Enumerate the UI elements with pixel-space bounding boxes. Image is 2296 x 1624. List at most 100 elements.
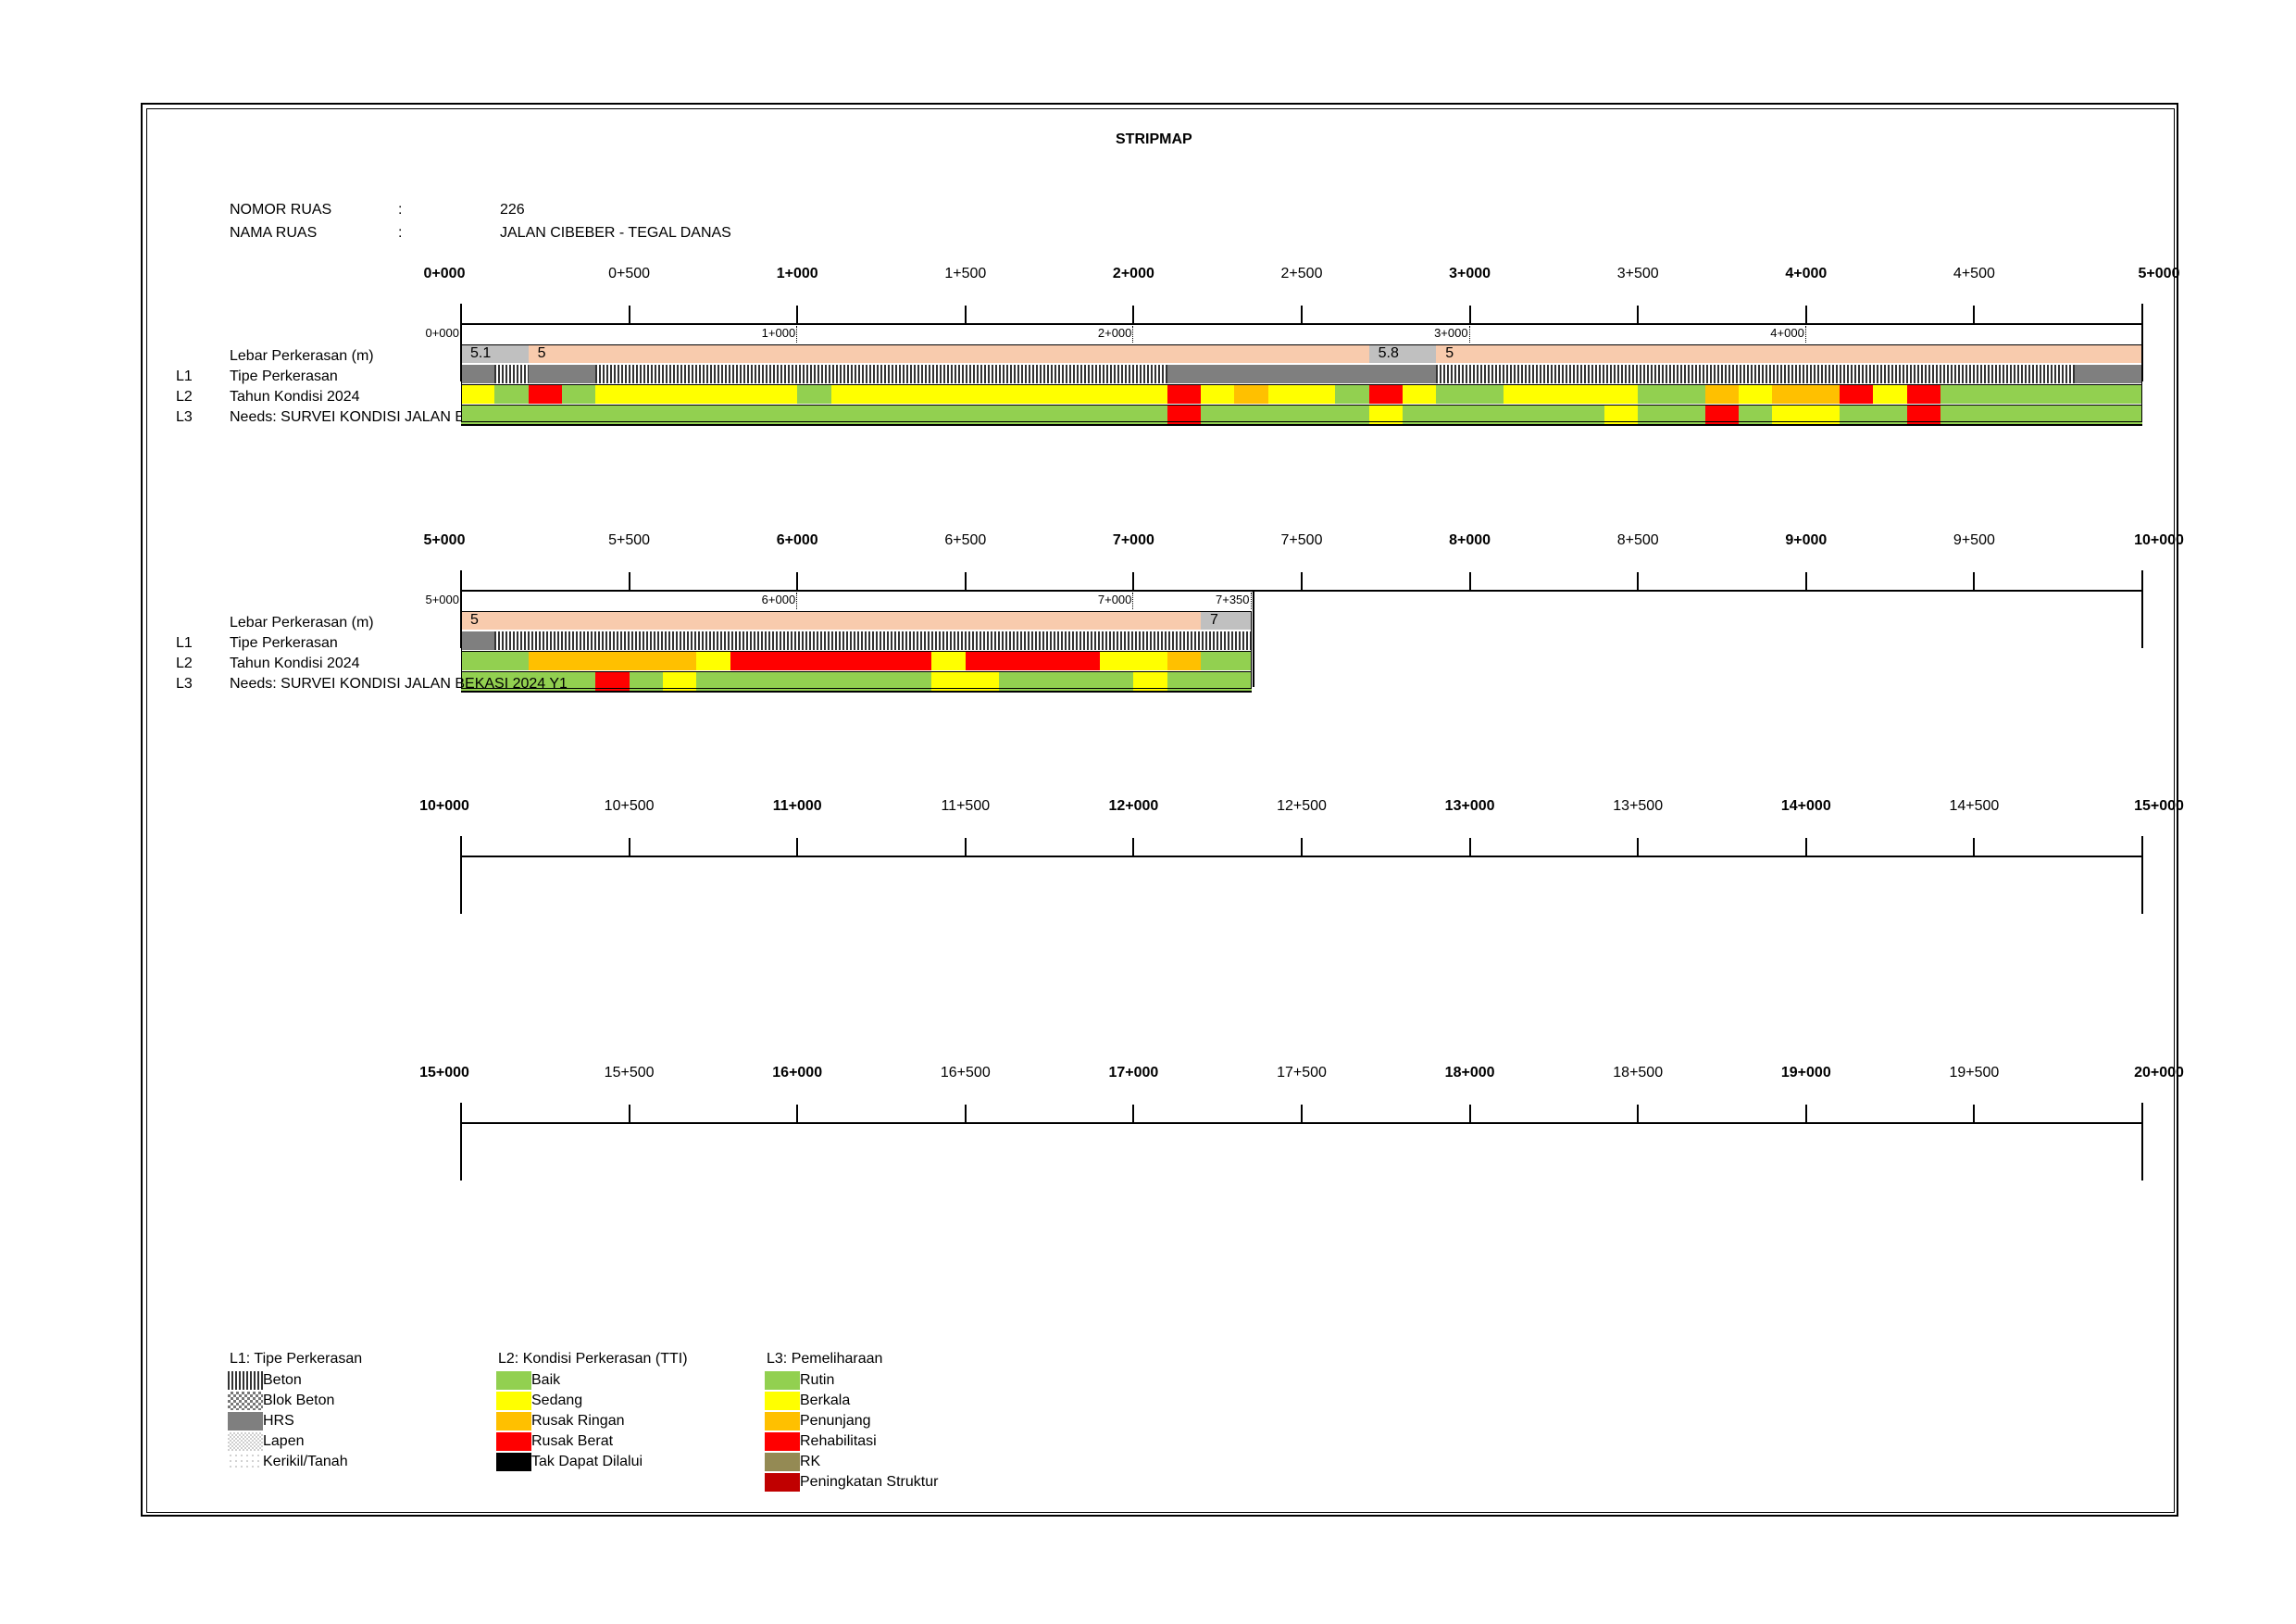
tick-label: 15+500 <box>604 1065 655 1081</box>
tick-mark <box>1468 1105 1471 1123</box>
tick-mark <box>964 1105 967 1123</box>
tick-label: 3+500 <box>1616 266 1659 281</box>
inner-km-label: 4+000 <box>1770 326 1804 340</box>
tick-label: 11+000 <box>772 798 822 814</box>
maintenance-segment <box>1638 406 1705 424</box>
legend-l3-label-rk: RK <box>800 1454 821 1469</box>
condition-segment <box>730 652 932 670</box>
tick-mark <box>1973 838 1976 856</box>
maintenance-segment <box>1940 406 2142 424</box>
maintenance-segment <box>1368 406 1403 424</box>
tick-mark <box>964 838 967 856</box>
tick-label: 7+000 <box>1112 532 1154 548</box>
tick-label: 17+500 <box>1277 1065 1327 1081</box>
axis-end-right <box>2141 836 2143 914</box>
inner-km-line <box>460 326 461 343</box>
condition-segment <box>461 652 529 670</box>
axis-line <box>461 590 2142 592</box>
inner-km-label: 6+000 <box>761 593 796 606</box>
tick-label: 15+000 <box>419 1065 469 1081</box>
band1-l1-code: L1 <box>176 369 193 384</box>
tick-label: 1+500 <box>944 266 987 281</box>
row-separator <box>461 651 1252 652</box>
tick-label: 5+500 <box>608 532 651 548</box>
legend-l3-label-penunjang: Penunjang <box>800 1413 871 1429</box>
maintenance-segment <box>1167 672 1252 691</box>
tick-label: 7+500 <box>1280 532 1323 548</box>
tick-mark <box>796 1105 799 1123</box>
tick-mark <box>1804 306 1807 324</box>
legend-l1-swatch-beton <box>228 1371 263 1390</box>
band1-l2-label: Tahun Kondisi 2024 <box>230 389 360 405</box>
tick-label: 10+500 <box>604 798 655 814</box>
axis-end-left <box>460 836 462 914</box>
condition-segment <box>1402 385 1437 404</box>
maintenance-segment <box>1704 406 1740 424</box>
condition-segment <box>528 652 697 670</box>
tick-label: 10+000 <box>2134 532 2184 548</box>
inner-km-label: 7+000 <box>1097 593 1132 606</box>
legend-l1-swatch-blok <box>228 1392 263 1410</box>
axis-end-right <box>2141 1103 2143 1181</box>
width-segment: 7 <box>1201 611 1252 630</box>
nama-ruas-label: NAMA RUAS <box>230 225 318 241</box>
tick-mark <box>796 572 799 591</box>
condition-segment <box>1840 385 1874 404</box>
axis-end-left <box>460 1103 462 1181</box>
axis-line <box>461 323 2142 325</box>
legend-l1-label-hrs: HRS <box>263 1413 294 1429</box>
maintenance-segment <box>629 672 663 691</box>
condition-segment <box>528 385 562 404</box>
tick-mark <box>628 572 630 591</box>
tick-mark <box>1468 838 1471 856</box>
legend-l3-label-berkala: Berkala <box>800 1393 851 1408</box>
width-segment: 5 <box>1436 344 2142 363</box>
legend-l3-swatch-rutin <box>765 1371 800 1390</box>
tick-label: 19+500 <box>1949 1065 2000 1081</box>
tick-mark <box>1973 1105 1976 1123</box>
condition-segment <box>797 385 831 404</box>
maintenance-segment <box>1772 406 1841 424</box>
axis-end-right <box>2141 570 2143 648</box>
tick-label: 0+000 <box>423 266 466 281</box>
inner-km-line <box>1250 593 1252 609</box>
condition-segment <box>461 385 495 404</box>
width-segment: 5.1 <box>461 344 529 363</box>
inner-km-label: 1+000 <box>761 326 796 340</box>
legend-l3-label-rehabilitasi: Rehabilitasi <box>800 1433 877 1449</box>
tick-label: 0+500 <box>608 266 651 281</box>
condition-segment <box>561 385 596 404</box>
inner-frame <box>146 108 2175 1513</box>
tick-label: 4+500 <box>1953 266 1995 281</box>
condition-segment <box>830 385 1167 404</box>
inner-km-label: 2+000 <box>1097 326 1132 340</box>
tick-label: 1+000 <box>776 266 818 281</box>
nomor-ruas-label: NOMOR RUAS <box>230 202 332 218</box>
pavement-type-segment <box>528 365 596 383</box>
condition-segment <box>1739 385 1773 404</box>
legend-l1-swatch-kerikil <box>228 1453 263 1471</box>
tick-mark <box>1132 572 1135 591</box>
tick-mark <box>1637 1105 1640 1123</box>
band2-l2-code: L2 <box>176 656 193 671</box>
legend-l3-swatch-rehabilitasi <box>765 1432 800 1451</box>
legend-l2-swatch-baik <box>496 1371 531 1390</box>
condition-segment <box>494 385 529 404</box>
tick-label: 20+000 <box>2134 1065 2184 1081</box>
tick-mark <box>1301 572 1303 591</box>
condition-segment <box>1906 385 1941 404</box>
legend-l1-swatch-lapen <box>228 1432 263 1451</box>
data-end-marker <box>1252 591 1254 687</box>
outer-frame <box>141 103 2178 1517</box>
condition-segment <box>1201 385 1235 404</box>
band1-l2-code: L2 <box>176 389 193 405</box>
nama-ruas-value: JALAN CIBEBER - TEGAL DANAS <box>500 225 731 241</box>
tick-label: 16+500 <box>940 1065 991 1081</box>
tick-mark <box>1804 572 1807 591</box>
tick-label: 9+500 <box>1953 532 1995 548</box>
inner-km-line <box>1132 326 1134 343</box>
width-segment: 5.8 <box>1368 344 1437 363</box>
inner-km-line <box>1804 326 1806 343</box>
maintenance-segment <box>1167 406 1202 424</box>
maintenance-segment <box>1603 406 1639 424</box>
